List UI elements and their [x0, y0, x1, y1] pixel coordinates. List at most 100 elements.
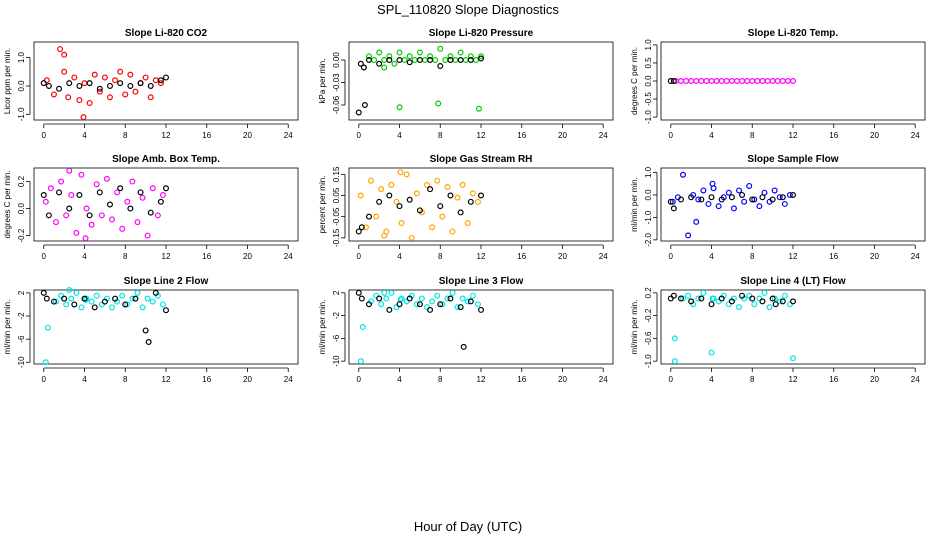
plot-frame	[660, 41, 926, 121]
point	[464, 220, 471, 227]
point	[736, 304, 743, 311]
point	[749, 295, 756, 302]
y-tick-label: 0.0	[17, 202, 26, 214]
x-tick-label: 20	[558, 375, 567, 384]
point	[776, 194, 783, 201]
point	[739, 191, 746, 198]
point	[40, 289, 47, 296]
point	[117, 185, 124, 192]
point	[449, 228, 456, 235]
x-tick-label: 4	[709, 252, 714, 261]
x-tick-label: 16	[202, 375, 211, 384]
x-tick-label: 20	[870, 252, 879, 261]
point	[386, 192, 393, 199]
point	[109, 216, 116, 223]
point	[40, 80, 47, 87]
x-tick-label: 0	[357, 375, 362, 384]
point	[779, 77, 786, 84]
point	[718, 77, 725, 84]
point	[42, 198, 49, 205]
x-tick-label: 20	[243, 131, 252, 140]
point	[769, 77, 776, 84]
point	[381, 64, 388, 71]
x-tick-label: 24	[911, 252, 920, 261]
point	[152, 289, 159, 296]
y-tick-label: -0.2	[17, 228, 26, 242]
x-tick-label: 8	[438, 375, 443, 384]
point	[677, 196, 684, 203]
plot-frame	[348, 167, 614, 242]
x-tick-label: 4	[82, 252, 87, 261]
point	[416, 49, 423, 56]
point	[751, 196, 758, 203]
point	[93, 292, 100, 299]
point	[50, 298, 57, 305]
point	[93, 181, 100, 188]
x-tick-label: 24	[284, 131, 293, 140]
point	[65, 94, 72, 101]
x-tick-label: 0	[669, 375, 674, 384]
point	[406, 295, 413, 302]
point	[472, 56, 479, 63]
point	[437, 203, 444, 210]
point	[429, 224, 436, 231]
point	[413, 190, 420, 197]
y-axis-label: degrees C per min.	[630, 47, 639, 115]
point	[437, 62, 444, 69]
point	[40, 192, 47, 199]
point	[683, 77, 690, 84]
plot-frame	[660, 167, 926, 242]
point	[373, 213, 380, 220]
point	[360, 64, 367, 71]
point	[397, 169, 404, 176]
point	[457, 56, 464, 63]
x-axis-label: Hour of Day (UTC)	[414, 519, 522, 534]
point	[677, 77, 684, 84]
point	[406, 53, 413, 60]
point	[789, 77, 796, 84]
y-tick-label: -2.0	[644, 232, 653, 246]
point	[401, 56, 408, 63]
point	[424, 181, 431, 188]
point	[774, 77, 781, 84]
point	[144, 295, 151, 302]
point	[459, 295, 466, 302]
point	[109, 304, 116, 311]
point	[134, 289, 141, 296]
point	[357, 192, 364, 199]
point	[772, 301, 779, 308]
point	[454, 304, 461, 311]
point	[149, 298, 156, 305]
point	[358, 224, 365, 231]
y-axis-label: degrees C per min.	[3, 170, 12, 238]
y-axis-label: ml/min per min.	[3, 300, 12, 355]
point	[789, 191, 796, 198]
point	[66, 80, 73, 87]
point	[469, 292, 476, 299]
point	[396, 203, 403, 210]
point	[437, 45, 444, 52]
point	[355, 289, 362, 296]
point	[698, 295, 705, 302]
panel: Slope Li-820 CO2 Licor ppm per min. 0 4 8 12 1…	[3, 28, 299, 140]
panel: Slope Line 4 (LT) Flow ml/min per min. 0 4 8…	[630, 276, 926, 384]
x-tick-label: 16	[202, 252, 211, 261]
point	[132, 295, 139, 302]
x-tick-label: 8	[750, 252, 755, 261]
point	[86, 99, 93, 106]
point	[362, 224, 369, 231]
point	[698, 196, 705, 203]
point	[421, 56, 428, 63]
point	[408, 234, 415, 241]
y-tick-label: 0.2	[644, 287, 653, 299]
point	[708, 194, 715, 201]
panel-title: Slope Amb. Box Temp.	[112, 154, 220, 165]
point	[117, 80, 124, 87]
panel-title: Slope Li-820 CO2	[125, 28, 208, 39]
point	[677, 295, 684, 302]
point	[61, 51, 68, 58]
x-tick-label: 4	[397, 131, 402, 140]
y-axis-label: kPa per min.	[318, 59, 327, 104]
x-tick-label: 0	[357, 131, 362, 140]
x-tick-label: 16	[517, 131, 526, 140]
